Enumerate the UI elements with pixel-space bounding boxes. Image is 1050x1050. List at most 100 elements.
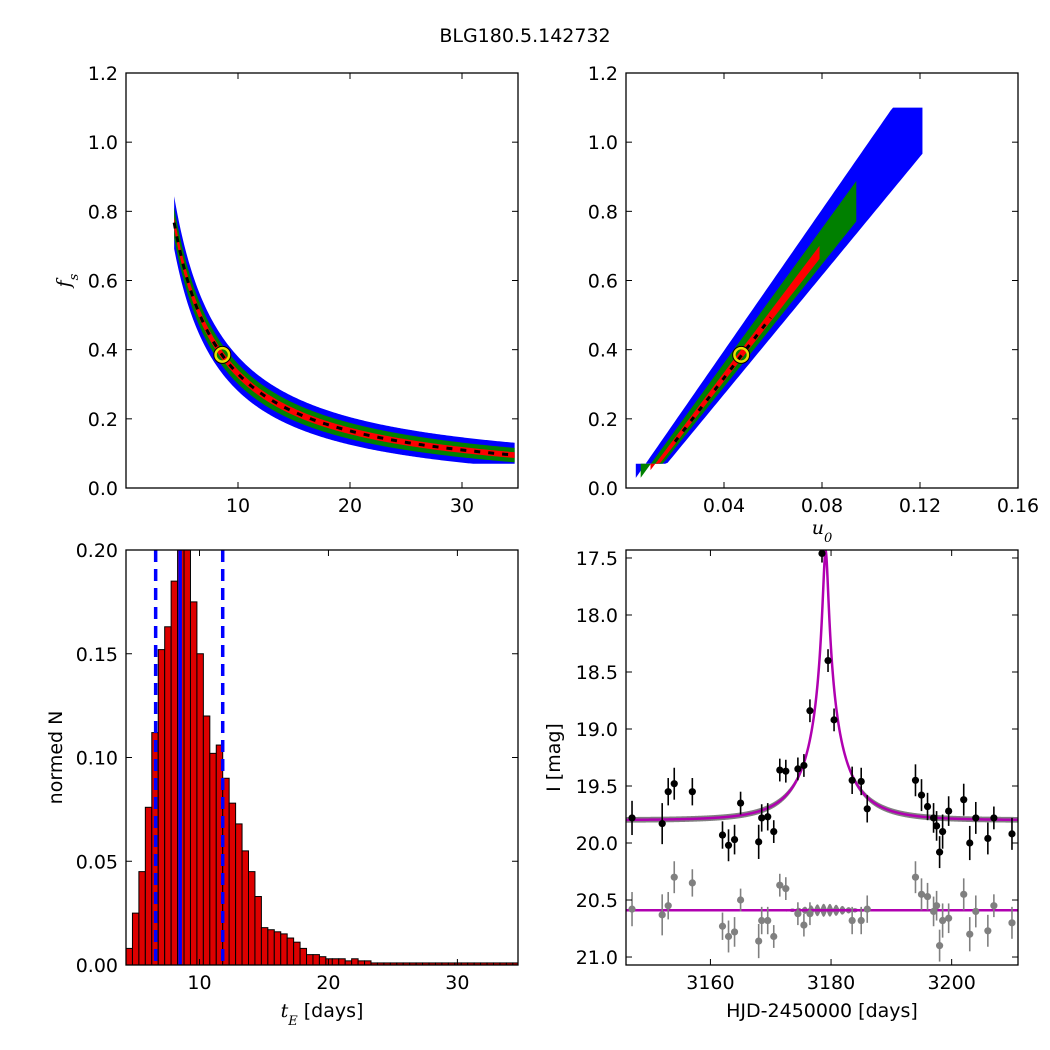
photometry-point (764, 813, 772, 821)
histogram-bar (312, 954, 320, 965)
residual-point (800, 921, 808, 929)
photometry-point (664, 788, 672, 796)
best-fit-marker-outline (213, 345, 232, 364)
photometry-point (830, 716, 838, 724)
histogram-bar (196, 653, 204, 965)
light-curve-xtick-label: 3180 (807, 972, 855, 994)
histogram-bar (293, 941, 301, 965)
histogram-bar (280, 933, 288, 965)
photometry-point (658, 820, 666, 828)
histogram-bar (306, 954, 314, 965)
photometry-point (758, 814, 766, 822)
light-curve-xtick-label: 3160 (686, 972, 734, 994)
photometry-point (794, 765, 802, 773)
residual-point (848, 916, 856, 925)
residual-point (923, 892, 932, 901)
histogram-bar (157, 649, 166, 965)
fs-vs-u0-panel: 0.04 0.08 0.12 0.16 0.0 0.2 0.4 0.6 0.8 1.0 1.2 u0 (588, 63, 1039, 546)
histogram-bar (273, 931, 282, 965)
histogram-bar (164, 626, 172, 965)
tE-histogram-xtick-label: 30 (445, 972, 469, 994)
fs-vs-u0-xtick-label: 0.16 (997, 495, 1039, 517)
light-curve-xlabel: HJD-2450000 [days] (726, 1000, 918, 1022)
residual-point (863, 905, 871, 913)
light-curve-xtick-label: 3200 (927, 972, 975, 994)
histogram-bar (189, 601, 198, 965)
residual-point (857, 916, 865, 925)
histogram-bar (260, 927, 269, 965)
residual-point (966, 930, 974, 938)
fs-vs-tE-xtick-label: 10 (226, 495, 250, 517)
histogram-bar (338, 958, 346, 965)
best-fit-marker-outline (732, 345, 751, 364)
photometry-point (730, 835, 739, 844)
photometry-point (923, 802, 932, 811)
histogram-bar (144, 806, 153, 965)
residual-point (758, 916, 766, 925)
photometry-point (670, 780, 678, 788)
best-fit-marker (732, 346, 750, 364)
photometry-point (929, 814, 938, 822)
histogram-bar (228, 802, 237, 965)
fs-vs-tE-ytick-label: 1.0 (88, 132, 118, 154)
light-curve-ylabel: I [mag] (543, 723, 565, 792)
residual-point (960, 890, 968, 898)
residual-point (730, 928, 739, 936)
mid-confidence-region (174, 207, 515, 463)
tE-histogram-ytick-label: 0.00 (76, 955, 118, 977)
histogram-bar (299, 947, 308, 965)
histogram-bar (318, 956, 327, 965)
histogram-bar (131, 912, 140, 965)
fs-vs-tE-xtick-label: 30 (450, 495, 474, 517)
histogram-bar (241, 850, 249, 965)
fs-vs-tE-ytick-label: 1.2 (88, 63, 118, 85)
photometry-point (824, 656, 832, 665)
fs-vs-u0-xlabel: u0 (812, 517, 833, 546)
histogram-bar (254, 896, 262, 965)
model-curve (626, 550, 1018, 822)
photometry-point (755, 838, 763, 846)
residual-point (984, 927, 992, 935)
photometry-point (782, 767, 790, 775)
photometry-point (806, 707, 814, 715)
tE-histogram-xtick-label: 20 (316, 972, 340, 994)
photometry-point (736, 799, 745, 807)
histogram-bar (331, 958, 340, 965)
tE-histogram-panel: 10 20 30 0.00 0.05 0.10 0.15 0.20 normed N tE [da… (45, 540, 519, 1029)
photometry-point (1008, 830, 1016, 838)
fs-vs-tE-ytick-label: 0.8 (88, 201, 118, 223)
photometry-point (770, 828, 778, 836)
light-curve-ytick-label: 19.5 (576, 776, 618, 798)
photometry-point (917, 791, 926, 799)
residual-point (911, 873, 920, 881)
fs-vs-u0-xtick-label: 0.12 (899, 495, 941, 517)
tE-histogram-xtick-label: 10 (187, 972, 211, 994)
histogram-bar (183, 550, 191, 965)
photometry-point (932, 822, 941, 830)
photometry-point (857, 777, 865, 786)
photometry-point (863, 805, 871, 813)
figure-title: BLG180.5.142732 (439, 25, 610, 47)
residual-point (670, 873, 678, 881)
residual-point (990, 902, 998, 910)
fs-vs-u0-xtick-label: 0.04 (703, 495, 745, 517)
fs-vs-tE-ytick-label: 0.4 (88, 340, 118, 362)
photometry-point (718, 831, 727, 839)
residual-point (936, 942, 944, 950)
photometry-point (628, 814, 636, 822)
fs-vs-u0-ytick-label: 1.2 (588, 63, 618, 85)
photometry-point (945, 807, 953, 815)
residual-point (917, 890, 926, 898)
residual-point (718, 922, 727, 930)
histogram-bar (126, 947, 133, 965)
histogram-bar (286, 937, 295, 965)
photometry-point (984, 834, 992, 843)
photometry-point (972, 814, 980, 822)
histogram-bar (267, 929, 275, 965)
best-fit-marker (213, 346, 231, 364)
fs-vs-tE-panel: 10 20 30 0.0 0.2 0.4 0.6 0.8 1.0 1.2 fs (53, 63, 519, 517)
residual-point (929, 907, 938, 916)
residual-point (724, 932, 733, 941)
residual-point (806, 910, 814, 918)
